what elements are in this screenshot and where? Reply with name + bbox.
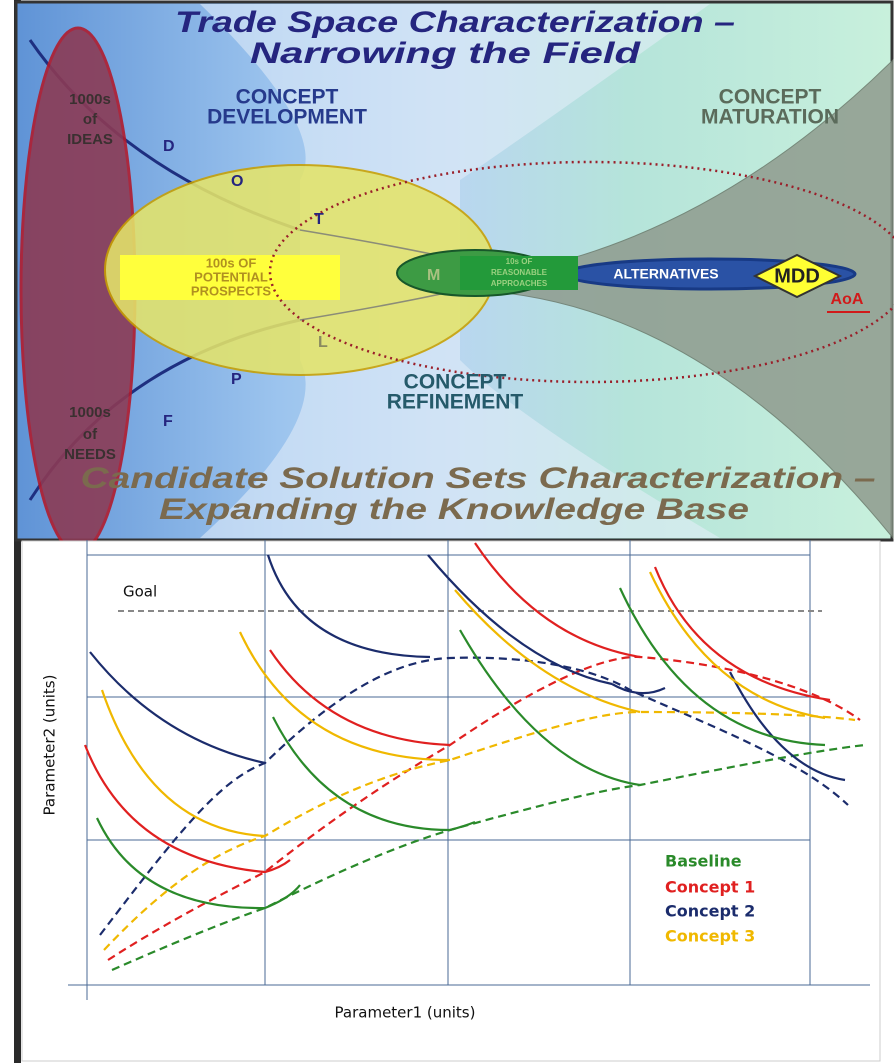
phase-label: CONCEPT xyxy=(404,371,507,394)
footer-title: Candidate Solution Sets Characterization… xyxy=(81,462,876,495)
approaches-label: APPROACHES xyxy=(491,279,548,288)
count-label: 1000s xyxy=(69,91,111,108)
count-label: NEEDS xyxy=(64,446,116,463)
legend-entry: Concept 1 xyxy=(665,878,755,897)
funnel-diagram: Trade Space Characterization – Narrowing… xyxy=(14,0,894,554)
phase-label: CONCEPT xyxy=(719,86,822,109)
prospects-label: POTENTIAL xyxy=(194,269,268,284)
approaches-label: 10s OF xyxy=(506,257,533,266)
phase-label: MATURATION xyxy=(701,106,839,129)
legend-entry: Baseline xyxy=(665,852,742,871)
phase-label: CONCEPT xyxy=(236,86,339,109)
maturation-funnel xyxy=(469,58,894,540)
phase-label: DEVELOPMENT xyxy=(207,106,367,129)
footer-title: Expanding the Knowledge Base xyxy=(159,493,749,526)
mdd-diamond xyxy=(752,253,843,299)
count-label: IDEAS xyxy=(67,131,113,148)
legend-entry: Concept 3 xyxy=(665,927,755,946)
envelope xyxy=(99,656,849,936)
mdd-label: MDD xyxy=(774,265,820,287)
count-label: of xyxy=(83,426,98,443)
legend: Baseline Concept 1 Concept 2 Concept 3 xyxy=(665,852,755,946)
grid xyxy=(68,540,870,1000)
envelope xyxy=(103,710,856,951)
prospects-label: 100s OF xyxy=(206,255,257,270)
count-label: of xyxy=(83,111,98,128)
approaches-label: REASONABLE xyxy=(491,268,548,277)
aoa-label: AoA xyxy=(831,291,864,308)
alternatives-label: ALTERNATIVES xyxy=(613,266,718,282)
prospects-box xyxy=(120,255,340,300)
dotmlpf-letter: F xyxy=(163,413,173,430)
panel xyxy=(21,540,881,1062)
dotmlpf-letter: O xyxy=(231,173,243,190)
goal-label: Goal xyxy=(123,583,157,601)
dotmlpf-letter: M xyxy=(427,267,440,284)
prospects-label: PROSPECTS xyxy=(191,283,272,298)
dotmlpf-letter: D xyxy=(163,138,175,155)
phase-label: REFINEMENT xyxy=(387,391,524,414)
count-label: 1000s xyxy=(69,404,111,421)
tradeoff-chart: Goal Parameter2 (units) Parameter1 (unit… xyxy=(21,540,881,1062)
legend-entry: Concept 2 xyxy=(665,902,755,921)
envelope xyxy=(107,655,861,961)
y-axis-label: Parameter2 (units) xyxy=(41,675,59,816)
dotmlpf-letter: P xyxy=(231,371,242,388)
x-axis-label: Parameter1 (units) xyxy=(335,1004,476,1022)
dotmlpf-letter: L xyxy=(318,334,328,351)
dotmlpf-letter: T xyxy=(314,211,324,228)
title: Narrowing the Field xyxy=(250,37,641,70)
trade-curves xyxy=(83,542,846,910)
title: Trade Space Characterization – xyxy=(175,6,735,39)
dotted-ellipse xyxy=(268,160,894,384)
approaches-box xyxy=(460,256,578,290)
